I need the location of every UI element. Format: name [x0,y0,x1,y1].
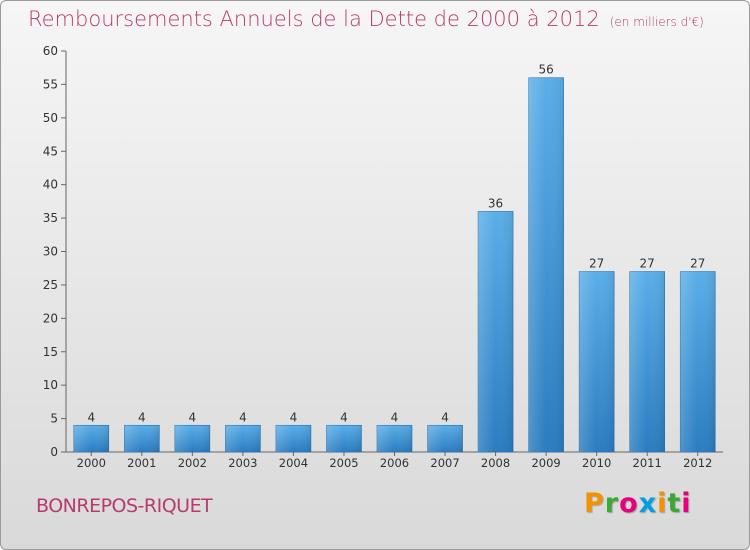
bar-value-label: 4 [290,410,298,424]
x-tick-label: 2003 [228,456,257,470]
chart-unit: (en milliers d'€) [609,15,704,29]
x-tick-label: 2011 [633,456,662,470]
y-tick-label: 30 [43,245,58,259]
bar-value-label: 4 [189,410,197,424]
bar-value-label: 27 [640,257,655,271]
bar-value-label: 4 [87,410,95,424]
logo-letter: t [667,488,682,519]
y-tick-label: 5 [50,412,58,426]
bar-shine [579,271,615,452]
bar-shine [427,425,463,452]
chart-bars [73,77,716,453]
bar-shine [124,425,160,452]
y-tick-label: 45 [43,144,58,158]
chart-title: Remboursements Annuels de la Dette de 20… [28,7,704,31]
y-tick-label: 10 [43,378,58,392]
y-tick-label: 35 [43,211,58,225]
chart-title-text: Remboursements Annuels de la Dette de 20… [28,7,600,31]
logo-letter: o [619,488,639,519]
x-tick-label: 2010 [582,456,611,470]
x-tick-label: 2008 [481,456,510,470]
bar-shine [73,425,109,452]
y-tick-label: 15 [43,345,58,359]
bar-shine [275,425,311,452]
bar-value-label: 4 [138,410,146,424]
proxiti-logo[interactable]: Proxiti [584,488,692,519]
bar-value-label: 27 [589,257,604,271]
x-tick-label: 2012 [683,456,712,470]
bar-shine [326,425,362,452]
bar-value-label: 27 [690,257,705,271]
logo-letter: r [604,488,620,519]
bar-shine [478,211,514,452]
x-tick-label: 2006 [380,456,409,470]
chart-labels: 2000 4 2001 4 2002 4 2003 4 2004 4 2005 4 2006 4 2007 4… [77,63,713,470]
x-tick-label: 2007 [430,456,459,470]
y-tick-label: 40 [43,178,58,192]
x-tick-label: 2009 [531,456,560,470]
commune-name: BONREPOS-RIQUET [36,495,213,517]
logo-letter: x [638,488,658,519]
chart-axes: 0 5 10 15 20 25 30 35 40 45 50 55 60 [43,44,723,459]
logo-letter: i [657,488,668,519]
y-tick-label: 50 [43,111,58,125]
bar-shine [174,425,210,452]
bar-shine [680,271,716,452]
bar-value-label: 4 [391,410,399,424]
y-tick-label: 0 [50,445,58,459]
y-tick-label: 25 [43,278,58,292]
bar-value-label: 4 [239,410,247,424]
bar-value-label: 36 [488,196,503,210]
bar-shine [377,425,412,452]
x-tick-label: 2002 [178,456,207,470]
x-tick-label: 2005 [329,456,358,470]
y-tick-label: 20 [43,311,58,325]
x-tick-label: 2000 [77,456,106,470]
bar-shine [629,271,665,452]
bar-value-label: 56 [538,63,553,77]
x-tick-label: 2001 [127,456,156,470]
bar-value-label: 4 [441,410,449,424]
logo-letter: i [681,488,692,519]
bar-value-label: 4 [340,410,348,424]
y-tick-label: 60 [43,44,58,58]
x-tick-label: 2004 [279,456,308,470]
bar-shine [225,425,261,452]
logo-letter: P [584,488,605,519]
bar-shine [528,77,564,452]
y-tick-label: 55 [43,77,58,91]
